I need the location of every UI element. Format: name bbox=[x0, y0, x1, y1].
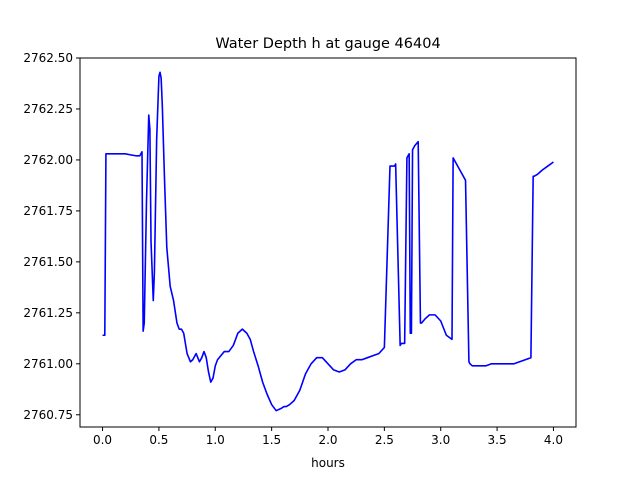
x-axis-label: hours bbox=[311, 456, 345, 470]
x-tick-label: 1.5 bbox=[262, 433, 281, 447]
plot-area: 0.0 0.5 1.0 1.5 2.0 2.5 3.0 3.5 4.0 2760.75 2761.0… bbox=[23, 51, 577, 447]
x-tick-label: 1.0 bbox=[206, 433, 225, 447]
y-tick-label: 2762.25 bbox=[23, 102, 73, 116]
y-tick-label: 2761.00 bbox=[23, 357, 73, 371]
x-tick-label: 2.5 bbox=[375, 433, 394, 447]
y-tick-label: 2761.25 bbox=[23, 306, 73, 320]
x-tick-label: 2.0 bbox=[318, 433, 337, 447]
x-tick-label: 0.0 bbox=[93, 433, 112, 447]
y-tick-label: 2761.50 bbox=[23, 255, 73, 269]
y-tick-label: 2762.00 bbox=[23, 153, 73, 167]
x-tick-label: 0.5 bbox=[149, 433, 168, 447]
series-line-0 bbox=[102, 71, 554, 412]
x-tick-label: 4.0 bbox=[544, 433, 563, 447]
y-tick-label: 2761.75 bbox=[23, 204, 73, 218]
chart-title: Water Depth h at gauge 46404 bbox=[215, 36, 440, 52]
y-tick-label: 2760.75 bbox=[23, 408, 73, 422]
y-tick-label: 2762.50 bbox=[23, 51, 73, 65]
x-tick-label: 3.0 bbox=[431, 433, 450, 447]
x-tick-label: 3.5 bbox=[488, 433, 507, 447]
